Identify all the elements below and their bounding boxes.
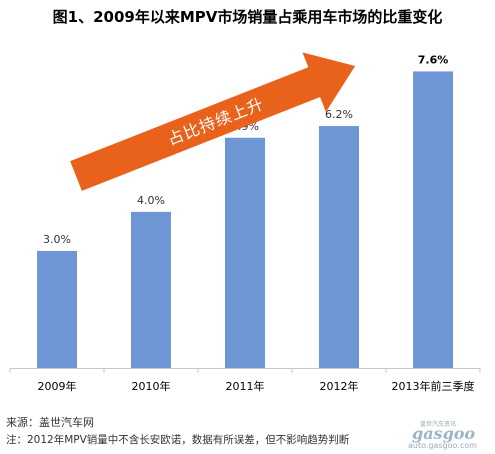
footnote: 注：2012年MPV销量中不含长安欧诺，数据有所误差，但不影响趋势判断 bbox=[6, 434, 350, 446]
x-tick-label: 2013年前三季度 bbox=[392, 379, 475, 393]
bar bbox=[225, 137, 265, 368]
chart-title: 图1、2009年以来MPV市场销量占乘用车市场的比重变化 bbox=[52, 8, 443, 26]
bar bbox=[37, 250, 77, 368]
watermark-url: auto.gasgoo.com bbox=[408, 441, 477, 450]
x-tick-label: 2012年 bbox=[320, 379, 359, 393]
data-label: 3.0% bbox=[43, 233, 71, 246]
x-tick-label: 2011年 bbox=[226, 379, 265, 393]
bar bbox=[413, 71, 453, 368]
x-tick-label: 2009年 bbox=[38, 379, 77, 393]
data-label: 7.6% bbox=[418, 53, 449, 66]
data-label: 4.0% bbox=[137, 194, 165, 207]
data-label: 6.2% bbox=[325, 108, 353, 121]
arrow-shape bbox=[70, 52, 356, 191]
bar bbox=[131, 211, 171, 368]
bar bbox=[319, 126, 359, 368]
source-note: 来源：盖世汽车网 bbox=[6, 416, 94, 429]
watermark-text: 盖世汽车资讯 bbox=[420, 421, 457, 428]
x-tick-label: 2010年 bbox=[132, 379, 171, 393]
watermark-logo: gasgoo bbox=[412, 424, 476, 443]
